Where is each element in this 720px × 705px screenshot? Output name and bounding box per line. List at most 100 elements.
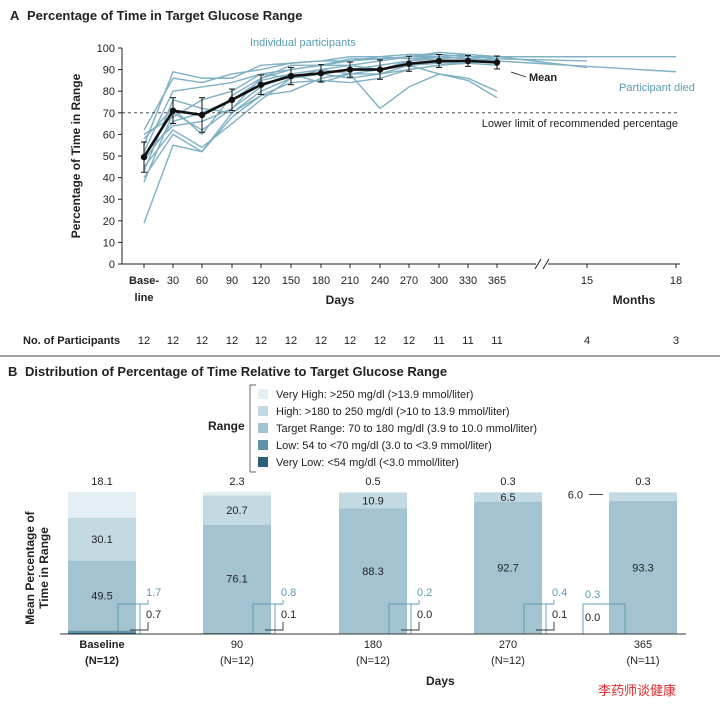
y-tick-label: 60 (103, 129, 115, 141)
mean-point (405, 60, 413, 67)
panel-b-letter: B (8, 364, 17, 379)
participant-count: 11 (462, 335, 473, 347)
bar-label-high: 6.0 (568, 489, 583, 501)
legend-swatch (258, 389, 268, 399)
bar-label-target: 49.5 (91, 590, 112, 602)
mean-point (169, 107, 177, 114)
bar-segment (339, 492, 407, 493)
legend: Very High: >250 mg/dl (>13.9 mmol/liter)… (249, 384, 537, 473)
bar-segment (203, 492, 271, 496)
x-axis-title-days: Days (326, 293, 355, 307)
mean-leader-line (510, 71, 527, 78)
legend-entry: Target Range: 70 to 180 mg/dl (3.9 to 10… (276, 423, 537, 435)
bar-label-low: 1.7 (146, 587, 161, 599)
x-tick-label: 180 (312, 275, 330, 287)
panel-a-letter: A (10, 8, 20, 23)
mean-point (198, 111, 206, 119)
category-label: 180 (364, 639, 382, 651)
bar-label-high: 6.5 (500, 492, 515, 504)
panel-a: A Percentage of Time in Target Glucose R… (10, 8, 695, 347)
x-tick-label: 60 (196, 275, 208, 287)
participant-died-label: Participant died (619, 82, 695, 94)
mean-point (140, 153, 148, 161)
bar-segment (203, 524, 271, 633)
bar-segment (68, 517, 136, 561)
x-tick-label: 90 (226, 275, 238, 287)
bar-label-very-low: 0.1 (281, 609, 296, 621)
x-tick-label: Base- (129, 275, 159, 287)
bar-label-low: 0.2 (417, 587, 432, 599)
bar-label-high: 20.7 (226, 505, 247, 517)
bar-label-target: 88.3 (362, 566, 383, 578)
y-tick-label: 100 (97, 43, 115, 55)
y-tick-label: 20 (103, 216, 115, 228)
panel-b-title: Distribution of Percentage of Time Relat… (25, 364, 447, 379)
individual-line (143, 55, 587, 140)
participant-count: 12 (285, 335, 297, 347)
mean-point (317, 70, 325, 77)
category-label: Baseline (79, 639, 124, 651)
bar-segment (203, 495, 271, 525)
very-low-leader (130, 622, 149, 631)
legend-swatch (258, 440, 268, 450)
bar-label-very-low: 0.7 (146, 609, 161, 621)
mean-point (376, 66, 384, 73)
y-tick-label: 40 (103, 173, 115, 185)
category-n: (N=12) (85, 655, 119, 667)
bar-segment (474, 501, 542, 634)
very-low-leader (401, 622, 420, 631)
y-axis-title: Percentage of Time in Range (69, 73, 83, 238)
axis-break-1 (534, 258, 542, 270)
legend-entry: Low: 54 to <70 mg/dl (3.0 to <3.9 mmol/l… (276, 440, 492, 452)
watermark: 李药师谈健康 (598, 683, 676, 699)
legend-entry: Very High: >250 mg/dl (>13.9 mmol/liter) (276, 389, 473, 401)
bar-label-target: 92.7 (497, 562, 518, 574)
category-label: 270 (499, 639, 517, 651)
panel-b-ylabel: Mean Percentage of Time in Range (23, 510, 51, 624)
panel-b-xlabel: Days (426, 674, 455, 688)
mean-point (435, 57, 443, 65)
participant-count: 11 (491, 335, 502, 347)
participant-count: 12 (167, 335, 179, 347)
axis-break-2 (542, 258, 550, 270)
bar-label-target: 76.1 (226, 574, 247, 586)
panel-a-title: Percentage of Time in Target Glucose Ran… (27, 8, 302, 23)
bar-label-target: 93.3 (632, 562, 653, 574)
x-tick-label: 15 (581, 275, 593, 287)
very-low-leader (265, 622, 284, 631)
participant-count: 12 (315, 335, 327, 347)
participant-count: 12 (226, 335, 238, 347)
x-tick-label: 30 (167, 275, 179, 287)
y-tick-label: 70 (103, 108, 115, 120)
bar-segment (68, 492, 136, 518)
participant-count: 12 (196, 335, 208, 347)
bar-label-very-low: 0.1 (552, 609, 567, 621)
bar-segment (609, 492, 677, 501)
x-tick-label-baseline-line2: line (135, 292, 154, 304)
x-tick-label: 120 (252, 275, 270, 287)
x-tick-label: 18 (670, 275, 682, 287)
bar-segment (474, 492, 542, 493)
bar-label-low: 0.3 (585, 589, 600, 601)
bar-segment (609, 500, 677, 634)
mean-point (346, 66, 354, 73)
bar-label-high: 10.9 (362, 495, 383, 507)
participant-count: 3 (673, 335, 679, 347)
mean-point (228, 96, 236, 104)
participants-counts: 12 12 12 12 12 12 12 12 12 12 11 11 11 4 3 (138, 335, 679, 347)
bar-segment (203, 632, 271, 634)
legend-title: Range (208, 419, 245, 433)
x-tick-label: 150 (282, 275, 300, 287)
category-n: (N=12) (491, 655, 525, 667)
panel-b-ylabel-line1: Mean Percentage of (23, 510, 37, 624)
individual-line (143, 53, 588, 131)
x-tick-label: 300 (430, 275, 448, 287)
participant-count: 12 (255, 335, 267, 347)
x-axis-title-months: Months (613, 293, 656, 307)
panel-a-axes: 0 10 20 30 40 50 60 70 80 90 100 Base- 30 60 90 120 150 1… (69, 43, 682, 307)
participants-label: No. of Participants (23, 335, 120, 347)
bar-segment (474, 492, 542, 502)
y-tick-label: 80 (103, 86, 115, 98)
x-tick-label: 365 (488, 275, 506, 287)
low-leader (411, 600, 420, 605)
